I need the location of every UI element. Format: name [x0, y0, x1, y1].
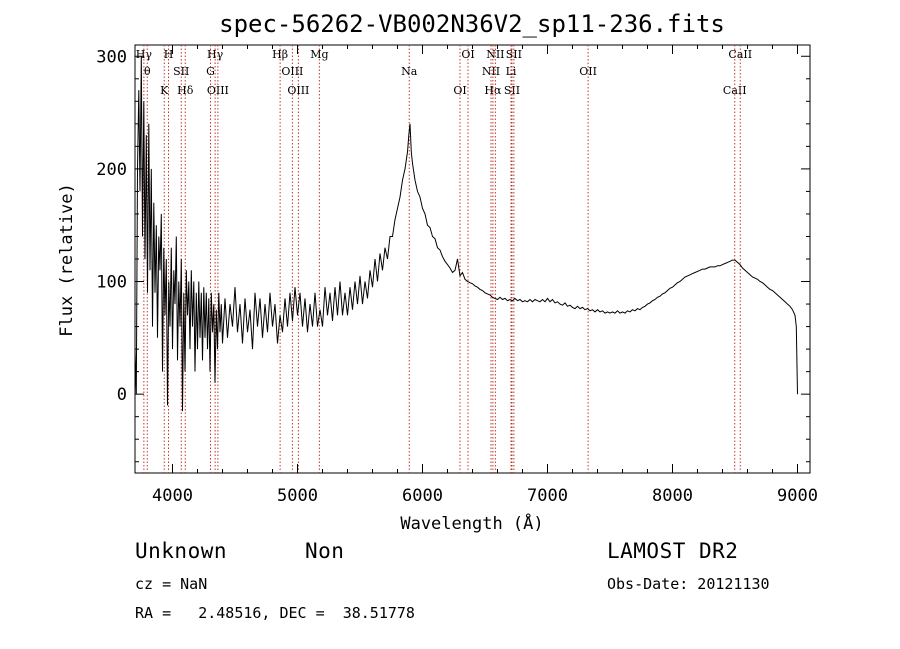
marker-label: SII: [506, 48, 522, 61]
x-tick-label: 9000: [777, 486, 818, 506]
survey-name: LAMOST DR2: [607, 539, 739, 563]
marker-label: OI: [461, 48, 474, 61]
y-tick-label: 100: [96, 273, 127, 293]
marker-label: NII: [482, 65, 500, 78]
marker-label: OIII: [281, 65, 303, 78]
x-tick-label: 7000: [527, 486, 568, 506]
marker-label: Mg: [310, 48, 328, 61]
marker-label: H: [164, 48, 174, 61]
redshift-value: cz = NaN: [135, 575, 208, 593]
sky-coordinates: RA = 2.48516, DEC = 38.51778: [135, 604, 415, 622]
x-axis-ticks: 4000 5000 6000 7000 8000 9000: [152, 45, 818, 506]
y-axis-ticks: 0 100 200 300: [96, 47, 810, 463]
spectrum-series: [134, 56, 798, 412]
marker-label: K: [160, 84, 169, 97]
marker-label: Na: [401, 65, 418, 78]
x-tick-label: 5000: [277, 486, 318, 506]
marker-label: SII: [173, 65, 189, 78]
y-tick-label: 0: [117, 385, 127, 405]
marker-label: Hβ: [272, 48, 288, 61]
y-tick-label: 200: [96, 160, 127, 180]
marker-label: θ: [144, 65, 151, 78]
marker-label: Hγ: [207, 48, 224, 61]
marker-label: G: [206, 65, 215, 78]
marker-label: OII: [579, 65, 597, 78]
marker-label: SII: [504, 84, 520, 97]
marker-label: CaII: [723, 84, 747, 97]
x-axis-label: Wavelength (Å): [400, 512, 543, 534]
marker-label: CaII: [728, 48, 752, 61]
marker-label: OIII: [287, 84, 309, 97]
object-class: Unknown: [135, 539, 228, 563]
spectrum-line: [134, 56, 798, 412]
marker-label: Li: [506, 65, 517, 78]
marker-label: Hγ: [136, 48, 153, 61]
marker-label: NII: [486, 48, 504, 61]
plot-frame: [134, 44, 811, 474]
x-tick-label: 6000: [402, 486, 443, 506]
x-tick-label: 4000: [152, 486, 193, 506]
marker-label: Hδ: [177, 84, 194, 97]
y-tick-label: 300: [96, 47, 127, 67]
y-axis-label: Flux (relative): [57, 183, 77, 337]
marker-label: Hα: [484, 84, 502, 97]
chart-title: spec-56262-VB002N36V2_sp11-236.fits: [219, 10, 725, 38]
observation-date: Obs-Date: 20121130: [607, 575, 770, 593]
marker-label: OI: [453, 84, 466, 97]
object-subclass: Non: [305, 539, 345, 563]
marker-label: OIII: [207, 84, 229, 97]
x-tick-label: 8000: [652, 486, 693, 506]
